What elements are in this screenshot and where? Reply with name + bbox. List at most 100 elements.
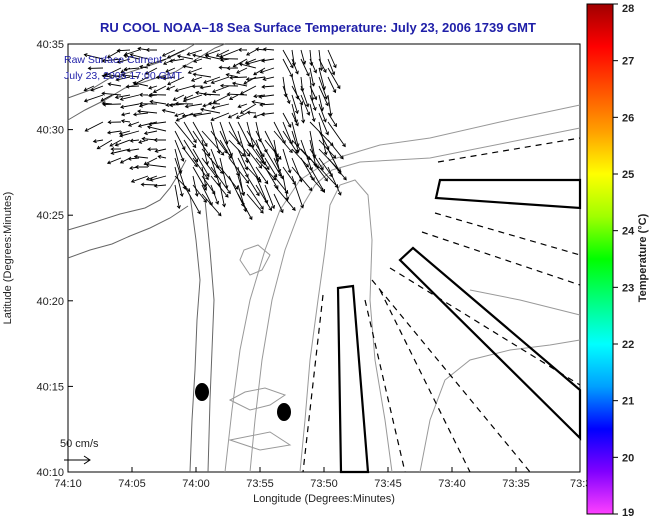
colorbar-tick-label: 25	[622, 169, 634, 181]
current-vector	[138, 101, 158, 106]
current-vector	[212, 94, 230, 104]
current-vector	[255, 148, 270, 171]
current-vector	[102, 102, 122, 107]
current-vector	[192, 184, 207, 203]
current-vector	[174, 175, 191, 193]
current-vector	[174, 184, 181, 210]
current-vector	[144, 67, 158, 75]
current-vector	[318, 166, 339, 188]
current-vector	[100, 94, 113, 102]
current-vector	[157, 154, 167, 159]
x-tick-label: 74:05	[118, 478, 146, 490]
current-vector	[199, 85, 212, 90]
current-vector	[147, 147, 158, 152]
y-tick-label: 40:35	[36, 39, 64, 51]
current-vector	[204, 54, 221, 60]
y-axis-ticks: 40:10 40:15 40:20 40:25 40:30 40:35	[36, 39, 73, 479]
current-vector	[125, 84, 140, 89]
colorbar-tick-label: 21	[622, 396, 634, 408]
colorbar-tick-label: 19	[622, 507, 634, 518]
current-vector	[264, 139, 282, 160]
current-vector	[140, 182, 158, 187]
current-vector	[327, 157, 347, 181]
current-vector	[228, 148, 240, 177]
bathymetry-contours	[224, 104, 581, 473]
x-tick-label: 73:50	[310, 478, 338, 490]
colorbar-label: Temperature (°C)	[637, 213, 649, 302]
current-vector	[225, 72, 239, 78]
current-vector	[176, 54, 194, 60]
current-vector	[210, 184, 220, 205]
current-vector	[84, 121, 104, 132]
current-vector	[327, 49, 337, 69]
current-vector	[255, 175, 269, 204]
current-vector	[261, 84, 275, 89]
current-vector	[203, 76, 221, 84]
current-vector	[226, 66, 239, 71]
colorbar	[586, 3, 614, 515]
current-vector	[273, 184, 296, 211]
current-vector	[192, 130, 211, 157]
current-vector	[181, 112, 203, 118]
current-vector	[245, 76, 266, 82]
current-vector	[237, 193, 253, 221]
current-vector	[174, 112, 185, 118]
current-vector	[210, 76, 230, 85]
current-vector	[255, 139, 267, 166]
coastline	[67, 43, 226, 473]
current-vector	[107, 120, 122, 125]
current-vector	[148, 121, 167, 127]
current-vector	[109, 139, 122, 147]
current-vector	[210, 175, 229, 198]
colorbar-ticks: 19 20 21 22 23 24 25 26 27 28	[613, 3, 635, 518]
current-vector	[106, 130, 122, 135]
current-vector	[318, 103, 327, 123]
current-vector	[153, 183, 167, 188]
current-vector	[211, 103, 230, 110]
current-vector	[237, 166, 245, 196]
current-vector	[192, 53, 212, 60]
lane-polygon-south	[336, 284, 370, 474]
current-vector	[162, 76, 176, 81]
x-tick-label: 73:3	[570, 478, 591, 490]
current-vector	[262, 76, 275, 82]
y-axis-label: Latitude (Degrees:Minutes)	[2, 192, 14, 325]
current-vector	[291, 148, 309, 168]
current-vector	[182, 64, 194, 69]
annotation-line1: Raw Surface Current	[64, 54, 162, 66]
current-vector	[246, 175, 260, 197]
current-vector	[291, 175, 305, 209]
current-vector	[126, 148, 140, 153]
current-vector	[318, 58, 327, 73]
current-vector	[87, 66, 104, 71]
current-vector	[204, 49, 221, 57]
current-vector	[264, 184, 276, 210]
current-vector	[106, 157, 122, 165]
current-vector	[120, 119, 131, 124]
current-vector	[258, 94, 275, 99]
current-vector	[300, 94, 311, 116]
current-vector	[318, 49, 324, 72]
current-vector	[231, 81, 248, 87]
current-vector	[262, 47, 275, 52]
current-vector	[155, 75, 167, 80]
current-vector	[201, 175, 216, 195]
current-vector	[246, 121, 255, 149]
current-vector	[309, 148, 324, 171]
current-vector	[174, 166, 184, 198]
current-vector	[264, 157, 278, 178]
y-tick-label: 40:30	[36, 125, 64, 137]
current-vector	[327, 112, 337, 128]
scale-label: 50 cm/s	[60, 438, 99, 450]
current-vector	[172, 94, 185, 101]
current-vector	[309, 103, 316, 123]
current-vector	[153, 138, 166, 143]
current-vector	[186, 49, 203, 56]
current-vector	[219, 49, 239, 59]
current-vector	[300, 58, 310, 77]
current-vector	[327, 94, 333, 117]
current-vector	[327, 121, 346, 148]
current-vector	[219, 157, 229, 190]
current-vector	[104, 72, 122, 78]
current-vector	[208, 101, 221, 106]
